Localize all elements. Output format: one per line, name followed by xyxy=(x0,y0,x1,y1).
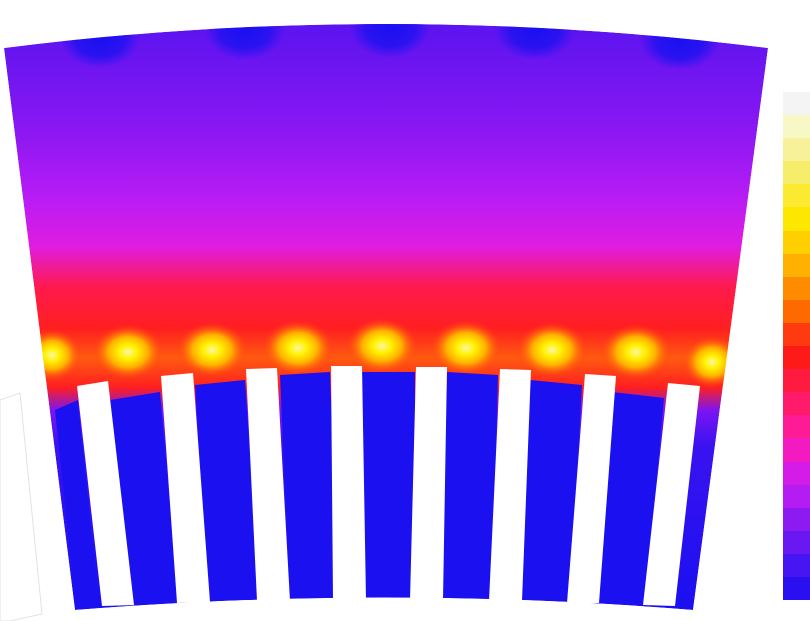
colorbar-step xyxy=(783,115,810,139)
colorbar-step xyxy=(783,253,810,277)
colorbar-step xyxy=(783,207,810,231)
colorbar-step xyxy=(783,392,810,416)
colorbar xyxy=(783,92,810,601)
colorbar-step xyxy=(783,346,810,370)
adjacent-region-outline xyxy=(0,392,43,621)
colorbar-step xyxy=(783,299,810,323)
colorbar-step xyxy=(783,138,810,162)
slot xyxy=(410,367,447,600)
colorbar-step xyxy=(783,161,810,185)
slot xyxy=(643,383,700,606)
colorbar-step xyxy=(783,322,810,347)
colorbar-step xyxy=(783,461,810,485)
colorbar-step xyxy=(783,184,810,208)
colorbar-step xyxy=(783,576,810,601)
slot xyxy=(246,368,290,601)
air-gap-hotspots xyxy=(22,318,742,388)
colorbar-step xyxy=(783,507,810,531)
colorbar-step xyxy=(783,438,810,462)
stator-teeth xyxy=(55,372,664,600)
stator-slots xyxy=(77,366,700,606)
slot xyxy=(161,373,210,603)
colorbar-step xyxy=(783,553,810,577)
colorbar-step xyxy=(783,92,810,116)
colorbar-step xyxy=(783,415,810,439)
slot xyxy=(567,374,616,603)
colorbar-step xyxy=(783,530,810,554)
slot xyxy=(489,369,531,601)
colorbar-step xyxy=(783,230,810,254)
slot xyxy=(331,366,366,600)
colorbar-step xyxy=(783,369,810,393)
colorbar-step xyxy=(783,484,810,508)
colorbar-step xyxy=(783,276,810,300)
slot xyxy=(77,381,134,606)
